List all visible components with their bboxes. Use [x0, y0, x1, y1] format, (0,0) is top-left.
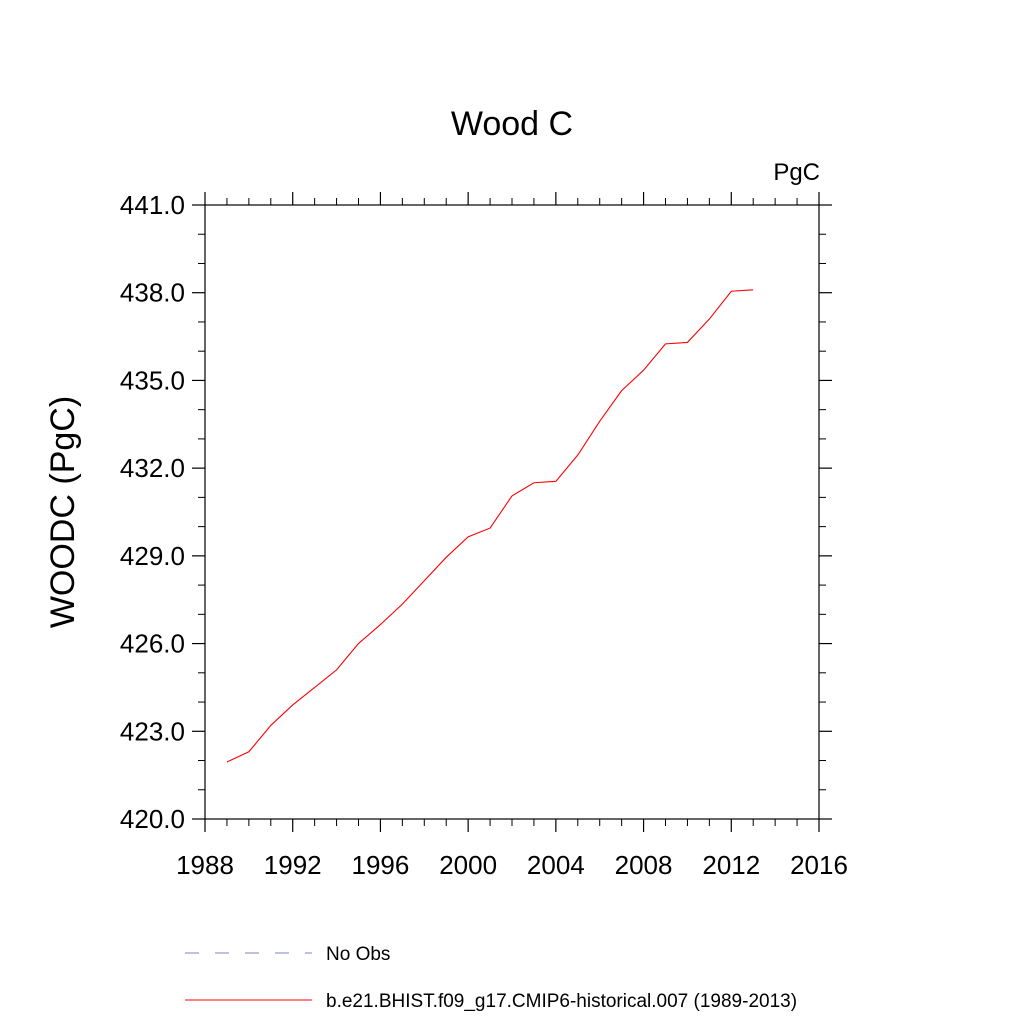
x-tick-label: 1996: [352, 850, 410, 880]
y-tick-label: 429.0: [120, 541, 185, 571]
x-tick-label: 2004: [527, 850, 585, 880]
x-tick-label: 2008: [615, 850, 673, 880]
y-tick-label: 420.0: [120, 804, 185, 834]
y-tick-label: 423.0: [120, 716, 185, 746]
units-label: PgC: [773, 159, 820, 186]
x-tick-label: 1988: [176, 850, 234, 880]
axis-ticks: 1988 1992 1996 2000 2004 2008 2012 2016 420.0 423…: [120, 190, 848, 880]
y-tick-label: 438.0: [120, 278, 185, 308]
y-tick-label: 441.0: [120, 190, 185, 220]
x-tick-label: 2000: [439, 850, 497, 880]
y-tick-label: 435.0: [120, 365, 185, 395]
series-line: [226, 289, 754, 763]
x-tick-label: 1992: [264, 850, 322, 880]
legend-label: No Obs: [326, 944, 390, 965]
chart-title: Wood C: [451, 105, 573, 143]
series-layer: [226, 289, 754, 763]
legend: No Obs b.e21.BHIST.f09_g17.CMIP6-historic…: [185, 944, 797, 1012]
y-tick-label: 426.0: [120, 629, 185, 659]
legend-label: b.e21.BHIST.f09_g17.CMIP6-historical.007…: [326, 991, 797, 1012]
y-axis-label: WOODC (PgC): [44, 396, 82, 628]
y-tick-label: 432.0: [120, 453, 185, 483]
x-tick-label: 2016: [790, 850, 848, 880]
x-tick-label: 2012: [702, 850, 760, 880]
